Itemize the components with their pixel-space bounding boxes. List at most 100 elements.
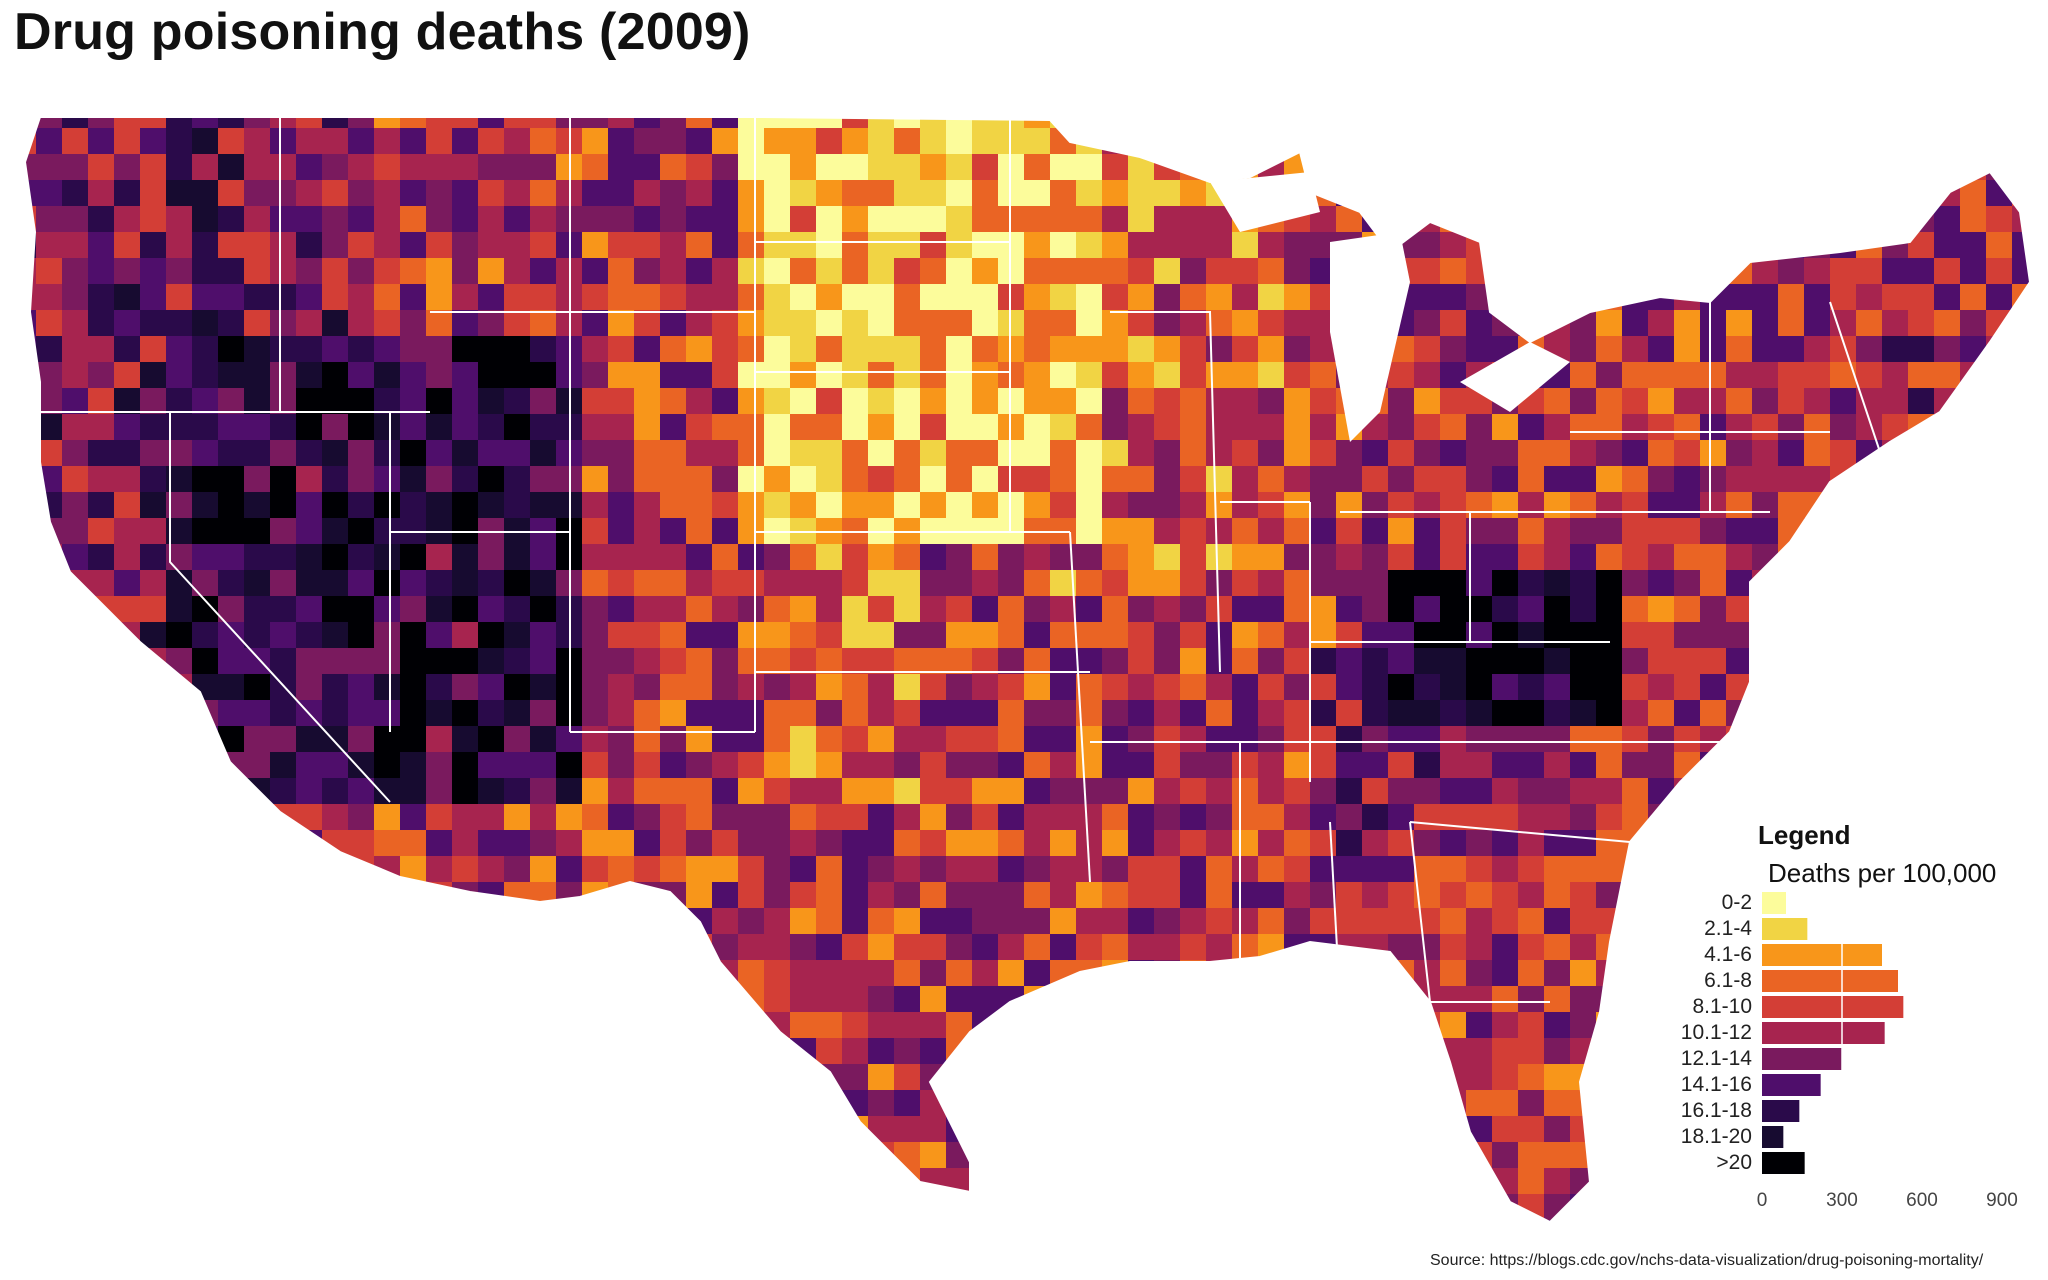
- county: [1284, 117, 1311, 132]
- county: [270, 1194, 301, 1221]
- county: [166, 726, 192, 756]
- county: [114, 882, 152, 915]
- county: [192, 986, 228, 1016]
- county: [686, 570, 715, 600]
- county: [1648, 128, 1674, 161]
- county: [1492, 206, 1521, 233]
- county: [1934, 622, 1970, 657]
- county: [634, 1064, 671, 1097]
- county: [2012, 206, 2030, 232]
- county: [686, 1220, 716, 1222]
- county: [790, 1090, 817, 1123]
- county: [816, 1116, 854, 1151]
- county: [1154, 1038, 1182, 1066]
- county: [1726, 180, 1763, 209]
- county: [218, 1116, 256, 1146]
- county: [192, 960, 229, 995]
- county: [1856, 700, 1888, 727]
- county: [1258, 117, 1295, 130]
- county: [530, 960, 560, 991]
- county: [1180, 310, 1210, 337]
- county: [504, 752, 533, 782]
- county: [556, 1012, 582, 1040]
- county: [36, 1194, 67, 1222]
- county: [816, 1090, 846, 1124]
- county: [322, 986, 348, 1014]
- county: [1986, 778, 2013, 809]
- county: [114, 934, 149, 960]
- county: [192, 752, 229, 785]
- county: [2012, 778, 2030, 805]
- county: [582, 258, 609, 289]
- county: [1414, 1194, 1440, 1222]
- county: [504, 804, 530, 833]
- county: [1336, 1142, 1371, 1170]
- county: [2038, 414, 2048, 440]
- county: [114, 674, 150, 703]
- county: [62, 1168, 89, 1201]
- county: [36, 648, 74, 683]
- county: [1752, 128, 1789, 162]
- county: [790, 960, 817, 990]
- county: [426, 1038, 459, 1070]
- county: [400, 1090, 433, 1125]
- county: [1804, 518, 1832, 546]
- county: [114, 804, 145, 835]
- legend-bin-label: 4.1-6: [1704, 943, 1752, 966]
- county: [608, 1168, 636, 1202]
- county: [2012, 362, 2030, 388]
- county: [842, 180, 872, 211]
- county: [400, 882, 429, 915]
- county: [1440, 206, 1473, 235]
- county: [686, 518, 713, 545]
- county: [166, 960, 195, 991]
- legend-bin-bar: [1762, 918, 1808, 940]
- county: [1388, 414, 1414, 441]
- county: [1180, 1038, 1219, 1072]
- county: [1102, 570, 1131, 597]
- county: [1960, 440, 1991, 467]
- county: [998, 778, 1027, 808]
- county: [1856, 596, 1888, 624]
- county: [426, 1064, 453, 1090]
- county: [1648, 804, 1680, 838]
- county: [374, 700, 402, 730]
- county: [1882, 622, 1909, 657]
- county: [1986, 544, 2021, 572]
- county: [1570, 284, 1603, 311]
- county: [1154, 726, 1182, 753]
- county: [1544, 128, 1572, 155]
- county: [894, 622, 920, 651]
- county: [1206, 1116, 1233, 1146]
- county: [634, 1220, 660, 1222]
- county: [686, 726, 714, 752]
- county: [972, 1116, 999, 1146]
- county: [478, 960, 510, 986]
- county: [192, 310, 222, 336]
- county: [1804, 648, 1830, 680]
- county: [166, 804, 196, 834]
- county: [1518, 128, 1546, 161]
- county: [1154, 1116, 1183, 1143]
- county: [1570, 336, 1596, 363]
- county: [62, 284, 89, 315]
- county: [140, 1012, 167, 1043]
- county: [608, 1220, 635, 1222]
- county: [608, 1142, 634, 1170]
- county: [1908, 726, 1942, 754]
- county: [582, 856, 611, 885]
- county: [530, 986, 568, 1019]
- county: [582, 440, 613, 466]
- county: [270, 388, 296, 418]
- county: [348, 986, 379, 1013]
- county: [634, 1012, 665, 1043]
- county: [1466, 284, 1501, 314]
- county: [218, 466, 249, 492]
- county: [1804, 726, 1835, 758]
- county: [1960, 674, 1989, 700]
- county: [1258, 1168, 1289, 1196]
- county: [218, 986, 253, 1014]
- county: [25, 934, 36, 967]
- county: [1830, 674, 1856, 705]
- county: [322, 1142, 355, 1173]
